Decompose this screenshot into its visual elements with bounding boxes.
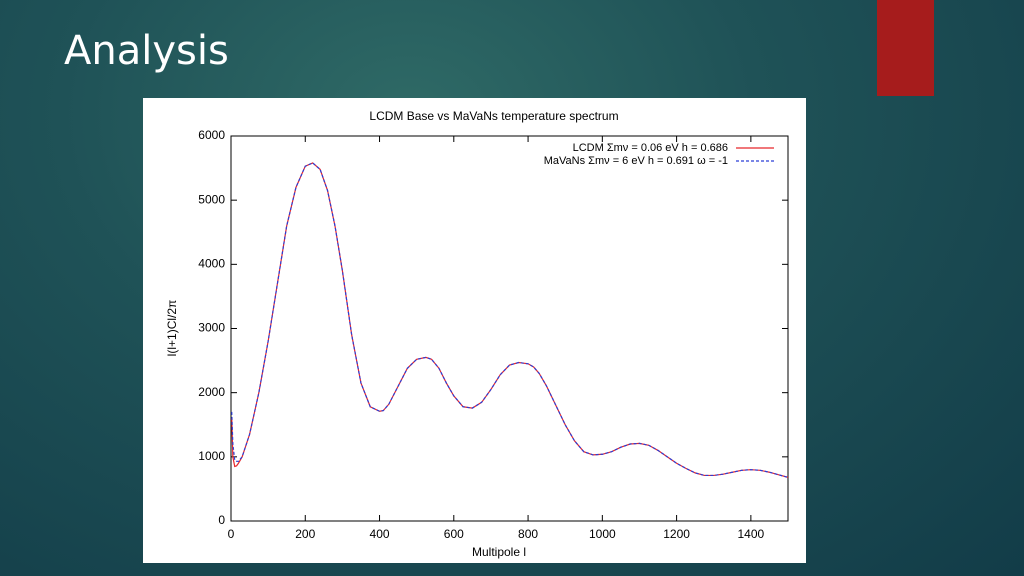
y-tick-label: 2000 [198, 385, 225, 399]
chart-background [143, 98, 806, 563]
slide-title: Analysis [64, 28, 229, 74]
y-tick-label: 5000 [198, 192, 225, 206]
y-tick-label: 1000 [198, 449, 225, 463]
legend-label: LCDM Σmν = 0.06 eV h = 0.686 [573, 142, 728, 154]
x-tick-label: 400 [370, 527, 390, 541]
x-axis-label: Multipole l [472, 545, 526, 559]
y-tick-label: 4000 [198, 257, 225, 271]
x-tick-label: 1200 [663, 527, 690, 541]
y-tick-label: 6000 [198, 128, 225, 142]
y-tick-label: 0 [218, 513, 225, 527]
series-line [231, 162, 789, 478]
x-tick-label: 200 [295, 527, 315, 541]
x-tick-label: 1000 [589, 527, 616, 541]
chart: LCDM Base vs MaVaNs temperature spectrum… [143, 98, 806, 563]
y-tick-label: 3000 [198, 321, 225, 335]
x-tick-label: 0 [228, 527, 235, 541]
legend-label: MaVaNs Σmν = 6 eV h = 0.691 ω = -1 [544, 155, 728, 167]
y-axis-label: l(l+1)Cl/2π [165, 300, 179, 357]
x-tick-label: 1400 [738, 527, 765, 541]
x-tick-label: 600 [444, 527, 464, 541]
chart-title: LCDM Base vs MaVaNs temperature spectrum [369, 109, 618, 123]
accent-bar [877, 0, 934, 96]
x-tick-label: 800 [518, 527, 538, 541]
